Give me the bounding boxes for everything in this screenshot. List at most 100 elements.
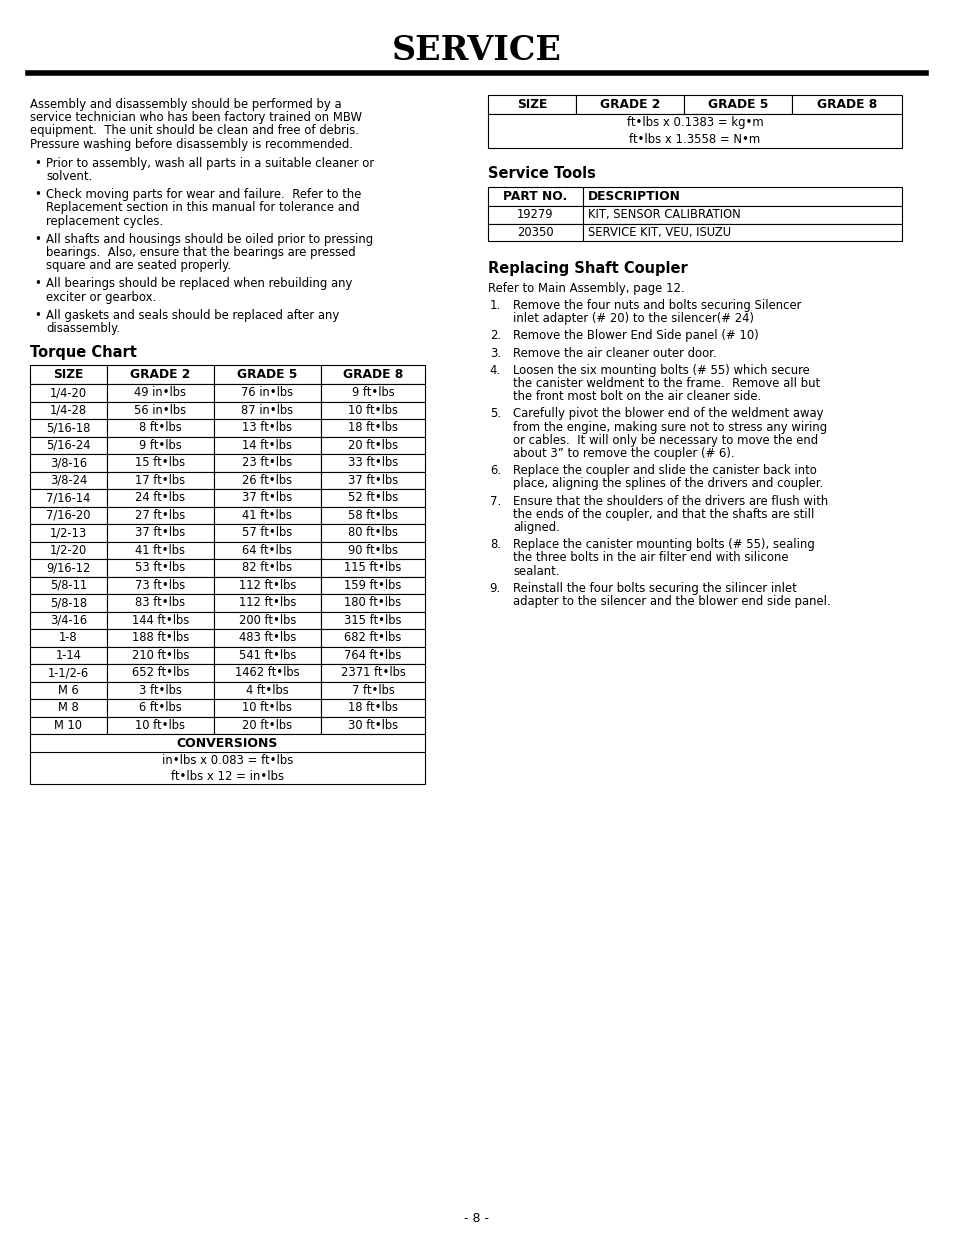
Bar bbox=[107, 524, 213, 542]
Text: 210 ft•lbs: 210 ft•lbs bbox=[132, 648, 189, 662]
Bar bbox=[107, 366, 213, 384]
Text: 1-1/2-6: 1-1/2-6 bbox=[48, 667, 89, 679]
Bar bbox=[30, 682, 107, 699]
Bar bbox=[320, 366, 424, 384]
Text: 20350: 20350 bbox=[517, 226, 554, 238]
Text: or cables.  It will only be necessary to move the end: or cables. It will only be necessary to … bbox=[513, 433, 818, 447]
Bar bbox=[576, 95, 683, 114]
Bar bbox=[488, 95, 576, 114]
Bar bbox=[213, 401, 320, 419]
Bar bbox=[30, 559, 107, 577]
Text: 9 ft•lbs: 9 ft•lbs bbox=[139, 438, 182, 452]
Text: 37 ft•lbs: 37 ft•lbs bbox=[242, 492, 293, 504]
Text: 37 ft•lbs: 37 ft•lbs bbox=[348, 474, 397, 487]
Text: Replacing Shaft Coupler: Replacing Shaft Coupler bbox=[488, 261, 687, 275]
Bar bbox=[582, 224, 901, 241]
Text: 5.: 5. bbox=[489, 408, 500, 420]
Bar bbox=[107, 489, 213, 506]
Text: 2371 ft•lbs: 2371 ft•lbs bbox=[340, 667, 405, 679]
Text: Pressure washing before disassembly is recommended.: Pressure washing before disassembly is r… bbox=[30, 137, 353, 151]
Bar bbox=[320, 454, 424, 472]
Text: 30 ft•lbs: 30 ft•lbs bbox=[348, 719, 397, 732]
Text: Refer to Main Assembly, page 12.: Refer to Main Assembly, page 12. bbox=[488, 282, 684, 295]
Text: bearings.  Also, ensure that the bearings are pressed: bearings. Also, ensure that the bearings… bbox=[46, 246, 355, 259]
Bar bbox=[107, 419, 213, 437]
Text: Ensure that the shoulders of the drivers are flush with: Ensure that the shoulders of the drivers… bbox=[513, 494, 827, 508]
Text: 2.: 2. bbox=[489, 330, 500, 342]
Text: 13 ft•lbs: 13 ft•lbs bbox=[242, 421, 293, 435]
Bar bbox=[107, 506, 213, 524]
Text: the three bolts in the air filter end with silicone: the three bolts in the air filter end wi… bbox=[513, 551, 788, 564]
Text: 200 ft•lbs: 200 ft•lbs bbox=[238, 614, 295, 627]
Bar bbox=[320, 401, 424, 419]
Text: 41 ft•lbs: 41 ft•lbs bbox=[135, 543, 185, 557]
Bar bbox=[320, 577, 424, 594]
Bar bbox=[320, 647, 424, 664]
Text: 52 ft•lbs: 52 ft•lbs bbox=[348, 492, 397, 504]
Text: 10 ft•lbs: 10 ft•lbs bbox=[348, 404, 397, 417]
Bar bbox=[320, 542, 424, 559]
Text: 27 ft•lbs: 27 ft•lbs bbox=[135, 509, 186, 522]
Bar bbox=[30, 524, 107, 542]
Text: 64 ft•lbs: 64 ft•lbs bbox=[242, 543, 293, 557]
Text: 8 ft•lbs: 8 ft•lbs bbox=[139, 421, 182, 435]
Text: 82 ft•lbs: 82 ft•lbs bbox=[242, 562, 293, 574]
Text: 87 in•lbs: 87 in•lbs bbox=[241, 404, 294, 417]
Text: 1462 ft•lbs: 1462 ft•lbs bbox=[235, 667, 299, 679]
Text: 9 ft•lbs: 9 ft•lbs bbox=[352, 387, 394, 399]
Text: about 3” to remove the coupler (# 6).: about 3” to remove the coupler (# 6). bbox=[513, 447, 734, 459]
Bar bbox=[683, 95, 791, 114]
Text: adapter to the silencer and the blower end side panel.: adapter to the silencer and the blower e… bbox=[513, 595, 830, 608]
Bar bbox=[320, 559, 424, 577]
Bar bbox=[107, 664, 213, 682]
Text: 1/2-20: 1/2-20 bbox=[50, 543, 87, 557]
Text: Remove the Blower End Side panel (# 10): Remove the Blower End Side panel (# 10) bbox=[513, 330, 758, 342]
Text: in•lbs x 0.083 = ft•lbs: in•lbs x 0.083 = ft•lbs bbox=[162, 753, 293, 767]
Bar bbox=[30, 384, 107, 401]
Bar bbox=[30, 629, 107, 647]
Text: 1/4-20: 1/4-20 bbox=[50, 387, 87, 399]
Bar bbox=[213, 524, 320, 542]
Bar bbox=[320, 664, 424, 682]
Bar bbox=[30, 716, 107, 734]
Bar bbox=[30, 542, 107, 559]
Text: 180 ft•lbs: 180 ft•lbs bbox=[344, 597, 401, 609]
Bar bbox=[30, 489, 107, 506]
Bar bbox=[107, 716, 213, 734]
Text: 9.: 9. bbox=[489, 582, 500, 595]
Text: 5/8-18: 5/8-18 bbox=[50, 597, 87, 609]
Bar bbox=[30, 366, 107, 384]
Text: ft•lbs x 12 = in•lbs: ft•lbs x 12 = in•lbs bbox=[171, 769, 284, 783]
Text: 682 ft•lbs: 682 ft•lbs bbox=[344, 631, 401, 645]
Text: 5/8-11: 5/8-11 bbox=[50, 579, 87, 592]
Bar bbox=[320, 489, 424, 506]
Text: 26 ft•lbs: 26 ft•lbs bbox=[242, 474, 293, 487]
Text: 19279: 19279 bbox=[517, 209, 553, 221]
Text: All shafts and housings should be oiled prior to pressing: All shafts and housings should be oiled … bbox=[46, 233, 373, 246]
Text: M 10: M 10 bbox=[54, 719, 82, 732]
Text: 144 ft•lbs: 144 ft•lbs bbox=[132, 614, 189, 627]
Text: the front most bolt on the air cleaner side.: the front most bolt on the air cleaner s… bbox=[513, 390, 760, 403]
Text: the canister weldment to the frame.  Remove all but: the canister weldment to the frame. Remo… bbox=[513, 377, 820, 390]
Bar bbox=[213, 629, 320, 647]
Bar bbox=[320, 699, 424, 716]
Text: Loosen the six mounting bolts (# 55) which secure: Loosen the six mounting bolts (# 55) whi… bbox=[513, 364, 809, 377]
Text: 58 ft•lbs: 58 ft•lbs bbox=[348, 509, 397, 522]
Text: sealant.: sealant. bbox=[513, 564, 558, 578]
Text: Assembly and disassembly should be performed by a: Assembly and disassembly should be perfo… bbox=[30, 98, 341, 111]
Text: 1-14: 1-14 bbox=[55, 648, 81, 662]
Text: 112 ft•lbs: 112 ft•lbs bbox=[238, 597, 295, 609]
Text: Carefully pivot the blower end of the weldment away: Carefully pivot the blower end of the we… bbox=[513, 408, 822, 420]
Bar bbox=[213, 594, 320, 611]
Text: replacement cycles.: replacement cycles. bbox=[46, 215, 163, 227]
Text: All bearings should be replaced when rebuilding any: All bearings should be replaced when reb… bbox=[46, 278, 352, 290]
Bar bbox=[107, 559, 213, 577]
Text: place, aligning the splines of the drivers and coupler.: place, aligning the splines of the drive… bbox=[513, 478, 822, 490]
Text: 10 ft•lbs: 10 ft•lbs bbox=[135, 719, 185, 732]
Text: 7 ft•lbs: 7 ft•lbs bbox=[352, 684, 394, 697]
Text: SERVICE KIT, VEU, ISUZU: SERVICE KIT, VEU, ISUZU bbox=[587, 226, 730, 238]
Bar bbox=[213, 611, 320, 629]
Text: 3.: 3. bbox=[489, 347, 500, 359]
Bar bbox=[213, 472, 320, 489]
Bar bbox=[320, 682, 424, 699]
